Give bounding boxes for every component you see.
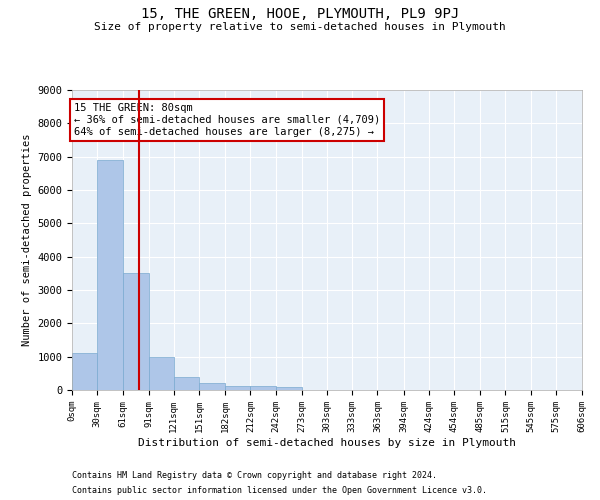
Bar	[250, 386, 275, 390]
Bar	[225, 386, 250, 390]
Bar	[72, 354, 97, 390]
Y-axis label: Number of semi-detached properties: Number of semi-detached properties	[22, 134, 32, 346]
Bar	[275, 387, 302, 390]
Text: Contains public sector information licensed under the Open Government Licence v3: Contains public sector information licen…	[72, 486, 487, 495]
Text: Size of property relative to semi-detached houses in Plymouth: Size of property relative to semi-detach…	[94, 22, 506, 32]
X-axis label: Distribution of semi-detached houses by size in Plymouth: Distribution of semi-detached houses by …	[138, 438, 516, 448]
Bar	[124, 274, 149, 390]
Bar	[149, 356, 174, 390]
Text: 15 THE GREEN: 80sqm
← 36% of semi-detached houses are smaller (4,709)
64% of sem: 15 THE GREEN: 80sqm ← 36% of semi-detach…	[74, 104, 380, 136]
Bar	[174, 376, 199, 390]
Text: Contains HM Land Registry data © Crown copyright and database right 2024.: Contains HM Land Registry data © Crown c…	[72, 471, 437, 480]
Text: 15, THE GREEN, HOOE, PLYMOUTH, PL9 9PJ: 15, THE GREEN, HOOE, PLYMOUTH, PL9 9PJ	[141, 8, 459, 22]
Bar	[199, 384, 225, 390]
Bar	[97, 160, 124, 390]
